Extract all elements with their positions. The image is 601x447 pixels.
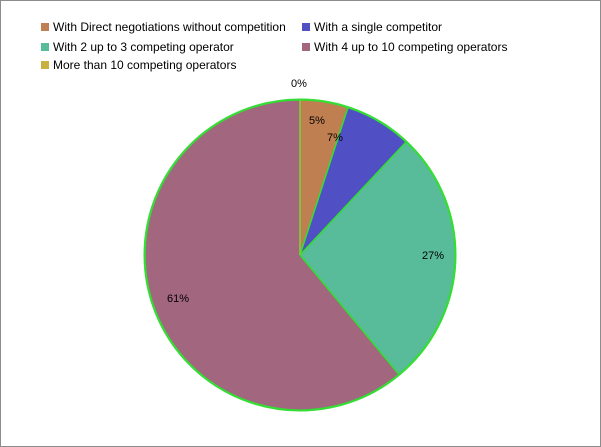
legend-item-4-to-10-competitors: With 4 up to 10 competing operators (302, 40, 507, 54)
legend-label: With Direct negotiations without competi… (53, 20, 286, 34)
legend-swatch (302, 43, 310, 51)
slice-label-more-than-10: 0% (291, 78, 307, 90)
legend-swatch (302, 23, 310, 31)
legend-item-more-than-10: More than 10 competing operators (41, 58, 236, 72)
pie-labels: 5% 7% 27% 61% 0% (167, 78, 444, 305)
legend-label: With 4 up to 10 competing operators (314, 40, 508, 54)
legend-item-direct-negotiations: With Direct negotiations without competi… (41, 20, 286, 34)
slice-label-4-to-10-competitors: 61% (167, 293, 189, 305)
legend-swatch (41, 23, 49, 31)
slice-label-2-to-3-competitors: 27% (422, 250, 444, 262)
legend-label: With a single competitor (314, 20, 443, 34)
legend-label: With 2 up to 3 competing operator (53, 40, 234, 54)
pie-slice-2-to-3-competitors (299, 140, 456, 376)
pie-outline (143, 98, 457, 412)
legend-item-2-to-3-competitors: With 2 up to 3 competing operator (41, 40, 234, 54)
legend-item-single-competitor: With a single competitor (302, 20, 442, 34)
legend-swatch (41, 43, 49, 51)
pie-slices (144, 99, 456, 411)
slice-label-direct-negotiations: 5% (309, 115, 325, 127)
slice-label-single-competitor: 7% (327, 132, 343, 144)
pie-slice-4-to-10-competitors (144, 99, 400, 411)
legend-label: More than 10 competing operators (53, 58, 237, 72)
legend-swatch (41, 61, 49, 69)
